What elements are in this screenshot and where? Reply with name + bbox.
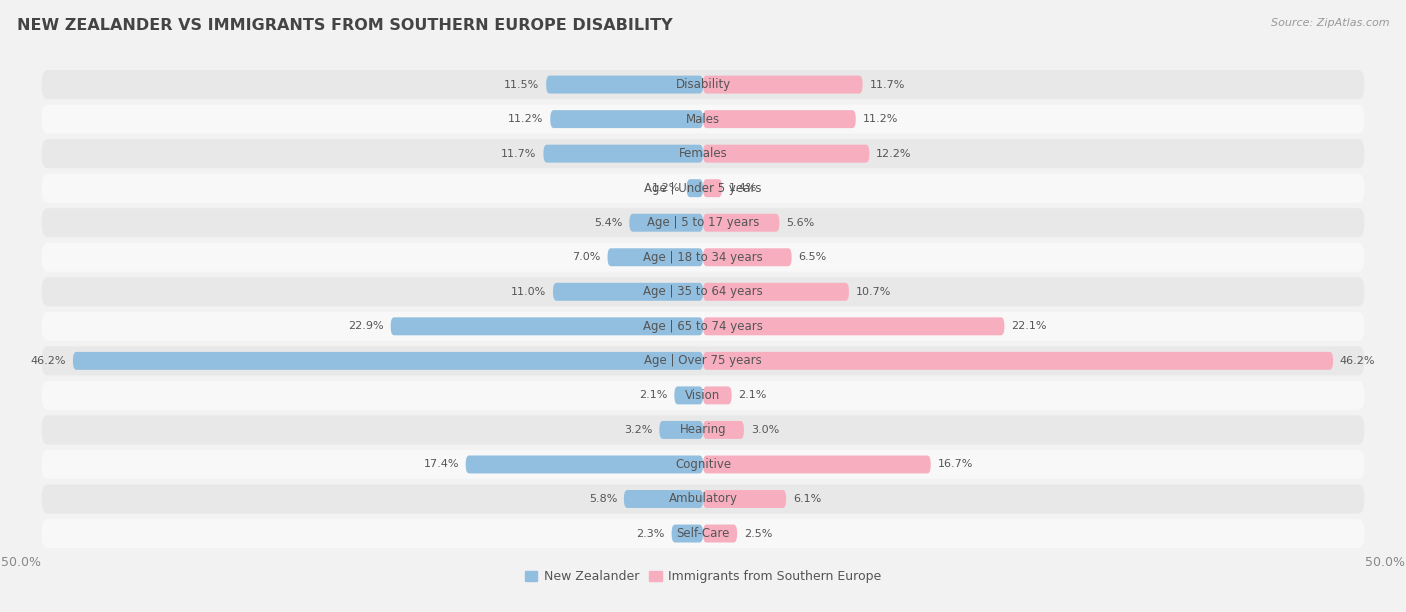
- FancyBboxPatch shape: [672, 524, 703, 542]
- Text: Age | 18 to 34 years: Age | 18 to 34 years: [643, 251, 763, 264]
- FancyBboxPatch shape: [703, 144, 869, 163]
- Text: 1.2%: 1.2%: [651, 183, 681, 193]
- FancyBboxPatch shape: [42, 450, 1364, 479]
- Text: 12.2%: 12.2%: [876, 149, 911, 159]
- Text: 10.7%: 10.7%: [856, 287, 891, 297]
- FancyBboxPatch shape: [703, 179, 723, 197]
- Text: Age | 5 to 17 years: Age | 5 to 17 years: [647, 216, 759, 230]
- FancyBboxPatch shape: [703, 421, 744, 439]
- Text: 5.4%: 5.4%: [595, 218, 623, 228]
- Text: Ambulatory: Ambulatory: [668, 493, 738, 506]
- FancyBboxPatch shape: [546, 76, 703, 94]
- Text: Age | 35 to 64 years: Age | 35 to 64 years: [643, 285, 763, 298]
- FancyBboxPatch shape: [42, 105, 1364, 133]
- FancyBboxPatch shape: [544, 144, 703, 163]
- FancyBboxPatch shape: [42, 208, 1364, 237]
- Text: 6.1%: 6.1%: [793, 494, 821, 504]
- Text: Cognitive: Cognitive: [675, 458, 731, 471]
- Text: 11.0%: 11.0%: [510, 287, 546, 297]
- Text: Self-Care: Self-Care: [676, 527, 730, 540]
- Text: 5.8%: 5.8%: [589, 494, 617, 504]
- FancyBboxPatch shape: [42, 312, 1364, 341]
- Text: 7.0%: 7.0%: [572, 252, 600, 263]
- FancyBboxPatch shape: [607, 248, 703, 266]
- Text: 17.4%: 17.4%: [423, 460, 458, 469]
- Text: Vision: Vision: [685, 389, 721, 402]
- Text: 3.0%: 3.0%: [751, 425, 779, 435]
- FancyBboxPatch shape: [391, 318, 703, 335]
- Text: Source: ZipAtlas.com: Source: ZipAtlas.com: [1271, 18, 1389, 28]
- FancyBboxPatch shape: [465, 455, 703, 474]
- FancyBboxPatch shape: [42, 416, 1364, 444]
- Text: Age | Under 5 years: Age | Under 5 years: [644, 182, 762, 195]
- Legend: New Zealander, Immigrants from Southern Europe: New Zealander, Immigrants from Southern …: [520, 565, 886, 588]
- Text: Age | Over 75 years: Age | Over 75 years: [644, 354, 762, 367]
- Text: 6.5%: 6.5%: [799, 252, 827, 263]
- FancyBboxPatch shape: [703, 283, 849, 300]
- Text: 11.2%: 11.2%: [508, 114, 544, 124]
- FancyBboxPatch shape: [703, 455, 931, 474]
- Text: 46.2%: 46.2%: [31, 356, 66, 366]
- FancyBboxPatch shape: [703, 248, 792, 266]
- Text: 5.6%: 5.6%: [786, 218, 814, 228]
- FancyBboxPatch shape: [703, 76, 862, 94]
- FancyBboxPatch shape: [73, 352, 703, 370]
- FancyBboxPatch shape: [703, 214, 779, 232]
- FancyBboxPatch shape: [550, 110, 703, 128]
- FancyBboxPatch shape: [703, 110, 856, 128]
- FancyBboxPatch shape: [42, 243, 1364, 272]
- FancyBboxPatch shape: [553, 283, 703, 300]
- Text: NEW ZEALANDER VS IMMIGRANTS FROM SOUTHERN EUROPE DISABILITY: NEW ZEALANDER VS IMMIGRANTS FROM SOUTHER…: [17, 18, 672, 34]
- Text: Males: Males: [686, 113, 720, 125]
- FancyBboxPatch shape: [630, 214, 703, 232]
- Text: Hearing: Hearing: [679, 424, 727, 436]
- FancyBboxPatch shape: [703, 318, 1004, 335]
- Text: 11.7%: 11.7%: [869, 80, 905, 89]
- FancyBboxPatch shape: [703, 352, 1333, 370]
- FancyBboxPatch shape: [42, 519, 1364, 548]
- Text: 3.2%: 3.2%: [624, 425, 652, 435]
- FancyBboxPatch shape: [686, 179, 703, 197]
- FancyBboxPatch shape: [42, 346, 1364, 375]
- Text: 2.3%: 2.3%: [637, 529, 665, 539]
- FancyBboxPatch shape: [675, 386, 703, 405]
- FancyBboxPatch shape: [42, 381, 1364, 410]
- Text: 11.7%: 11.7%: [501, 149, 537, 159]
- Text: 2.1%: 2.1%: [738, 390, 766, 400]
- Text: 1.4%: 1.4%: [728, 183, 758, 193]
- FancyBboxPatch shape: [42, 70, 1364, 99]
- Text: 22.1%: 22.1%: [1011, 321, 1046, 331]
- FancyBboxPatch shape: [42, 174, 1364, 203]
- FancyBboxPatch shape: [624, 490, 703, 508]
- FancyBboxPatch shape: [42, 485, 1364, 513]
- FancyBboxPatch shape: [42, 139, 1364, 168]
- FancyBboxPatch shape: [659, 421, 703, 439]
- Text: Disability: Disability: [675, 78, 731, 91]
- Text: 16.7%: 16.7%: [938, 460, 973, 469]
- Text: Females: Females: [679, 147, 727, 160]
- Text: Age | 65 to 74 years: Age | 65 to 74 years: [643, 320, 763, 333]
- Text: 11.2%: 11.2%: [862, 114, 898, 124]
- Text: 11.5%: 11.5%: [505, 80, 540, 89]
- FancyBboxPatch shape: [703, 524, 737, 542]
- FancyBboxPatch shape: [703, 386, 731, 405]
- Text: 2.5%: 2.5%: [744, 529, 772, 539]
- FancyBboxPatch shape: [703, 490, 786, 508]
- Text: 2.1%: 2.1%: [640, 390, 668, 400]
- Text: 46.2%: 46.2%: [1340, 356, 1375, 366]
- FancyBboxPatch shape: [42, 277, 1364, 306]
- Text: 22.9%: 22.9%: [349, 321, 384, 331]
